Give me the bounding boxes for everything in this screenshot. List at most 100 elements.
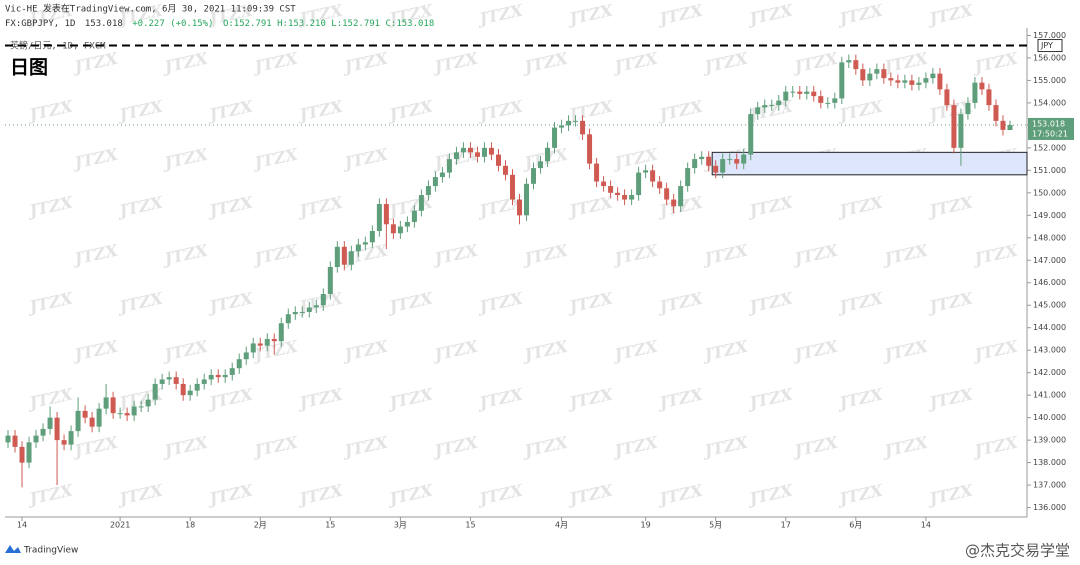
candle-body [993, 105, 999, 121]
candle-body [299, 311, 305, 313]
candle-body [474, 152, 480, 157]
x-tick-label: 14 [17, 521, 27, 530]
watermark: JTZX [520, 241, 570, 269]
candle-body [180, 383, 186, 396]
candle-body [5, 435, 11, 443]
watermark: JTZX [880, 433, 930, 461]
candle-body [860, 69, 866, 81]
candle-body [706, 156, 712, 166]
candle-body [930, 73, 936, 79]
candle-body [320, 293, 326, 306]
candle-body [1000, 120, 1006, 130]
candle-body [446, 159, 452, 173]
watermark: JTZX [430, 49, 480, 77]
candle-body [159, 379, 165, 384]
watermark: JTZX [205, 289, 255, 317]
candle-body [839, 62, 845, 99]
y-tick-label: 150.000 [1033, 188, 1066, 197]
watermark: JTZX [250, 145, 300, 173]
watermark: JTZX [610, 241, 660, 269]
symbol: FX:GBPJPY, 1D [5, 19, 75, 29]
candle-body [33, 435, 39, 443]
symbol-line: FX:GBPJPY, 1D 153.018 +0.227 (+0.15%) O:… [5, 19, 434, 29]
candle-body [61, 440, 67, 445]
x-tick-label: 4月 [555, 521, 568, 530]
candle-body [727, 159, 733, 161]
watermark: JTZX [70, 49, 120, 77]
candle-body [797, 91, 803, 94]
watermark: JTZX [655, 289, 705, 317]
candle-body [222, 374, 228, 378]
watermark: JTZX [655, 385, 705, 413]
candle-body [979, 82, 985, 90]
candle-body [327, 267, 333, 294]
watermark: JTZX [655, 97, 705, 125]
candle-body [187, 390, 193, 396]
candle-body [538, 161, 544, 169]
watermark: JTZX [205, 193, 255, 221]
candle-body [453, 152, 459, 160]
y-tick-label: 144.000 [1033, 323, 1066, 332]
watermark: JTZX [25, 289, 75, 317]
watermark: JTZX [205, 481, 255, 509]
watermark: JTZX [295, 481, 345, 509]
watermark: JTZX [115, 193, 165, 221]
candle-body [19, 446, 25, 463]
watermark: JTZX [970, 241, 1020, 269]
watermark: JTZX [430, 337, 480, 365]
candle-body [895, 80, 901, 83]
candle-body [825, 102, 831, 104]
watermark: JTZX [520, 145, 570, 173]
candle-body [916, 82, 922, 85]
candle-body [432, 177, 438, 187]
x-tick-label: 15 [465, 521, 475, 530]
candle-body [82, 410, 88, 418]
watermark: JTZX [700, 49, 750, 77]
watermark: JTZX [835, 289, 885, 317]
candle-body [650, 170, 656, 182]
candle-body [622, 195, 628, 200]
candle-body [201, 379, 207, 384]
candle-body [138, 406, 144, 408]
candle-body [594, 163, 600, 182]
change: +0.227 (+0.15%) [132, 19, 213, 29]
watermark: JTZX [835, 1, 885, 29]
candle-body [229, 368, 235, 375]
watermark: JTZX [835, 193, 885, 221]
candle-body [40, 428, 46, 436]
watermark: JTZX [565, 481, 615, 509]
candle-body [495, 154, 501, 166]
y-tick-label: 145.000 [1033, 301, 1066, 310]
candle-body [671, 199, 677, 207]
watermark: JTZX [745, 193, 795, 221]
watermark: JTZX [340, 145, 390, 173]
watermark: JTZX [340, 49, 390, 77]
zone [711, 151, 1028, 176]
candle-body [867, 73, 873, 81]
watermark: JTZX [385, 97, 435, 125]
watermark: JTZX [160, 241, 210, 269]
candle-body [685, 168, 691, 187]
watermark: JTZX [205, 385, 255, 413]
candle-body [944, 89, 950, 106]
watermark: JTZX [70, 337, 120, 365]
candle-body [573, 120, 579, 122]
y-tick-label: 142.000 [1033, 368, 1066, 377]
watermark: JTZX [970, 337, 1020, 365]
candle-body [699, 156, 705, 160]
candle-body [236, 359, 242, 369]
y-tick-label: 138.000 [1033, 458, 1066, 467]
watermark: JTZX [520, 337, 570, 365]
watermark: JTZX [745, 1, 795, 29]
watermark: JTZX [835, 481, 885, 509]
watermark: JTZX [115, 97, 165, 125]
candle-body [615, 192, 621, 196]
watermark: JTZX [475, 481, 525, 509]
watermark: JTZX [115, 289, 165, 317]
watermark: JTZX [25, 97, 75, 125]
watermark: JTZX [700, 241, 750, 269]
candle-body [937, 73, 943, 90]
candle-body [755, 107, 761, 115]
watermark: JTZX [160, 337, 210, 365]
